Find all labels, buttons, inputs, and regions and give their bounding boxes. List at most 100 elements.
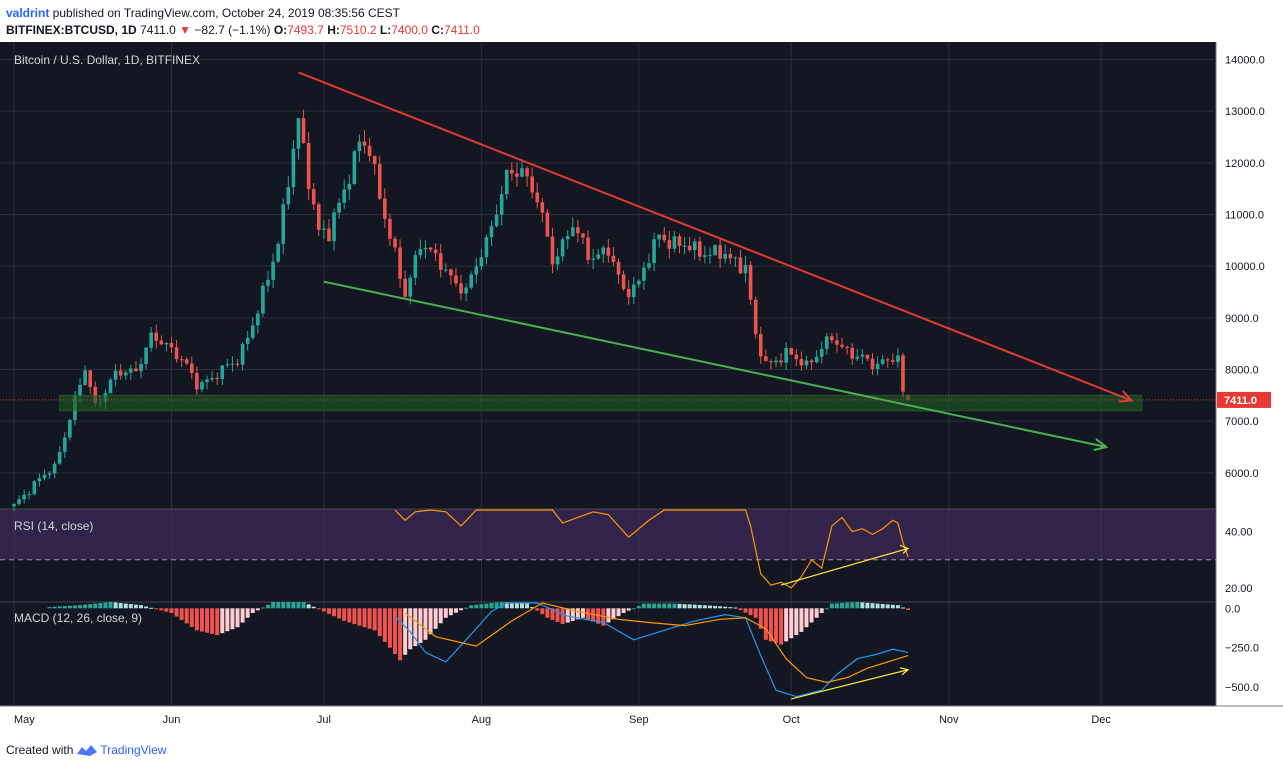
candle-body [159, 340, 164, 345]
candle-body [37, 478, 42, 482]
candle-body [550, 236, 555, 265]
candle-body [449, 269, 453, 276]
candle-body [311, 189, 316, 205]
macd-histogram-bar [520, 603, 524, 609]
candle-body [809, 360, 814, 363]
macd-histogram-bar [728, 607, 733, 609]
candle-body [322, 228, 326, 230]
username[interactable]: valdrint [6, 6, 50, 20]
rsi-divergence-arrowhead [899, 544, 910, 554]
candle-body [814, 356, 819, 363]
candle-body [225, 364, 230, 366]
macd-histogram-bar [332, 608, 337, 617]
candle-body [377, 164, 382, 199]
macd-histogram-bar [337, 608, 342, 619]
candle-body [576, 227, 580, 234]
macd-histogram-bar [62, 606, 67, 609]
macd-histogram-bar [474, 604, 479, 609]
indicator-panels [0, 508, 1216, 603]
candle-body [652, 239, 656, 264]
rsi-line [394, 509, 909, 589]
candle-body [388, 218, 392, 239]
candle-body [692, 241, 697, 251]
macd-histogram-bar [479, 604, 484, 609]
macd-histogram-bar [159, 608, 164, 611]
macd-histogram-bar [895, 605, 900, 609]
macd-histogram-bar [885, 604, 890, 609]
macd-histogram-bar [484, 603, 489, 609]
macd-histogram-bar [890, 604, 895, 609]
tradingview-logo-icon [77, 745, 98, 756]
macd-histogram-bar [88, 604, 93, 609]
candle-body [245, 337, 250, 344]
candle-body [540, 202, 545, 213]
macd-histogram-bar [220, 608, 225, 634]
candle-body [240, 343, 245, 365]
candle-body [291, 148, 296, 188]
candle-body [840, 344, 844, 347]
last-price-badge-text: 7411.0 [1224, 395, 1257, 407]
time-axis-panel[interactable] [0, 706, 1283, 734]
rsi-title: RSI (14, close) [14, 519, 93, 533]
tradingview-link[interactable]: TradingView [76, 743, 166, 757]
macd-histogram-bar [215, 608, 220, 636]
candle-body [195, 372, 199, 390]
candle-body [454, 275, 458, 284]
candle-body [276, 243, 280, 262]
candle-body [250, 325, 255, 338]
macd-histogram-bar [286, 602, 291, 609]
candle-body [845, 346, 849, 348]
high-value: 7510.2 [339, 23, 377, 37]
candle-body [459, 283, 463, 294]
candle-body [47, 473, 52, 475]
candle-body [799, 359, 804, 366]
macd-histogram-bar [850, 602, 855, 609]
price-tick-label: 6000.0 [1225, 468, 1259, 480]
macd-divergence-arrowhead [899, 667, 910, 676]
chart-canvas[interactable]: 14000.0 13000.0 12000.0 11000.0 10000.0 9000.… [0, 42, 1283, 734]
macd-histogram-bar [677, 603, 682, 609]
price-axis-panel[interactable] [1216, 42, 1283, 734]
macd-histogram-bar [672, 603, 677, 609]
low-label: L: [379, 23, 392, 37]
candle-body [611, 255, 616, 262]
candle-body [12, 503, 16, 507]
candle-body [677, 236, 682, 246]
candle-body [515, 173, 519, 177]
candle-body [880, 359, 885, 364]
candle-body [271, 261, 275, 280]
macd-histogram-bar [718, 606, 723, 609]
macd-histogram-bar [738, 608, 743, 611]
macd-histogram-bar [443, 608, 448, 618]
candle-body [713, 245, 717, 255]
macd-histogram-bar [875, 603, 880, 609]
support-zone [59, 394, 1143, 412]
macd-divergence-line [791, 669, 909, 700]
candle-body [703, 255, 707, 257]
close-label: C: [431, 23, 444, 37]
candle-body [184, 359, 189, 364]
symbol-label: BITFINEX:BTCUSD, 1D [6, 23, 137, 37]
macd-histogram-bar [403, 608, 408, 655]
macd-histogram-bar [469, 605, 474, 609]
macd-histogram-bar [103, 602, 108, 609]
macd-histogram-bar [296, 602, 301, 609]
macd-histogram-bar [372, 608, 377, 631]
candle-body [667, 240, 672, 249]
macd-histogram-bar [225, 608, 230, 632]
rsi-band [0, 509, 1216, 560]
macd-histogram-bar [652, 603, 657, 609]
macd-histogram-bar [52, 606, 57, 609]
candle-body [32, 481, 37, 495]
chart-background [0, 42, 1283, 734]
candle-body [42, 474, 47, 479]
tradingview-brand: TradingView [100, 743, 167, 757]
candle-body [22, 494, 26, 500]
down-arrow-icon: ▼ [179, 23, 192, 37]
macd-histogram-bar [230, 608, 235, 630]
red-resistance-trendline-arrowhead [1118, 390, 1134, 403]
macd-histogram-bar [428, 608, 433, 635]
candle-body [352, 151, 357, 184]
macd-histogram-bar [606, 608, 611, 623]
candle-body [489, 226, 494, 238]
